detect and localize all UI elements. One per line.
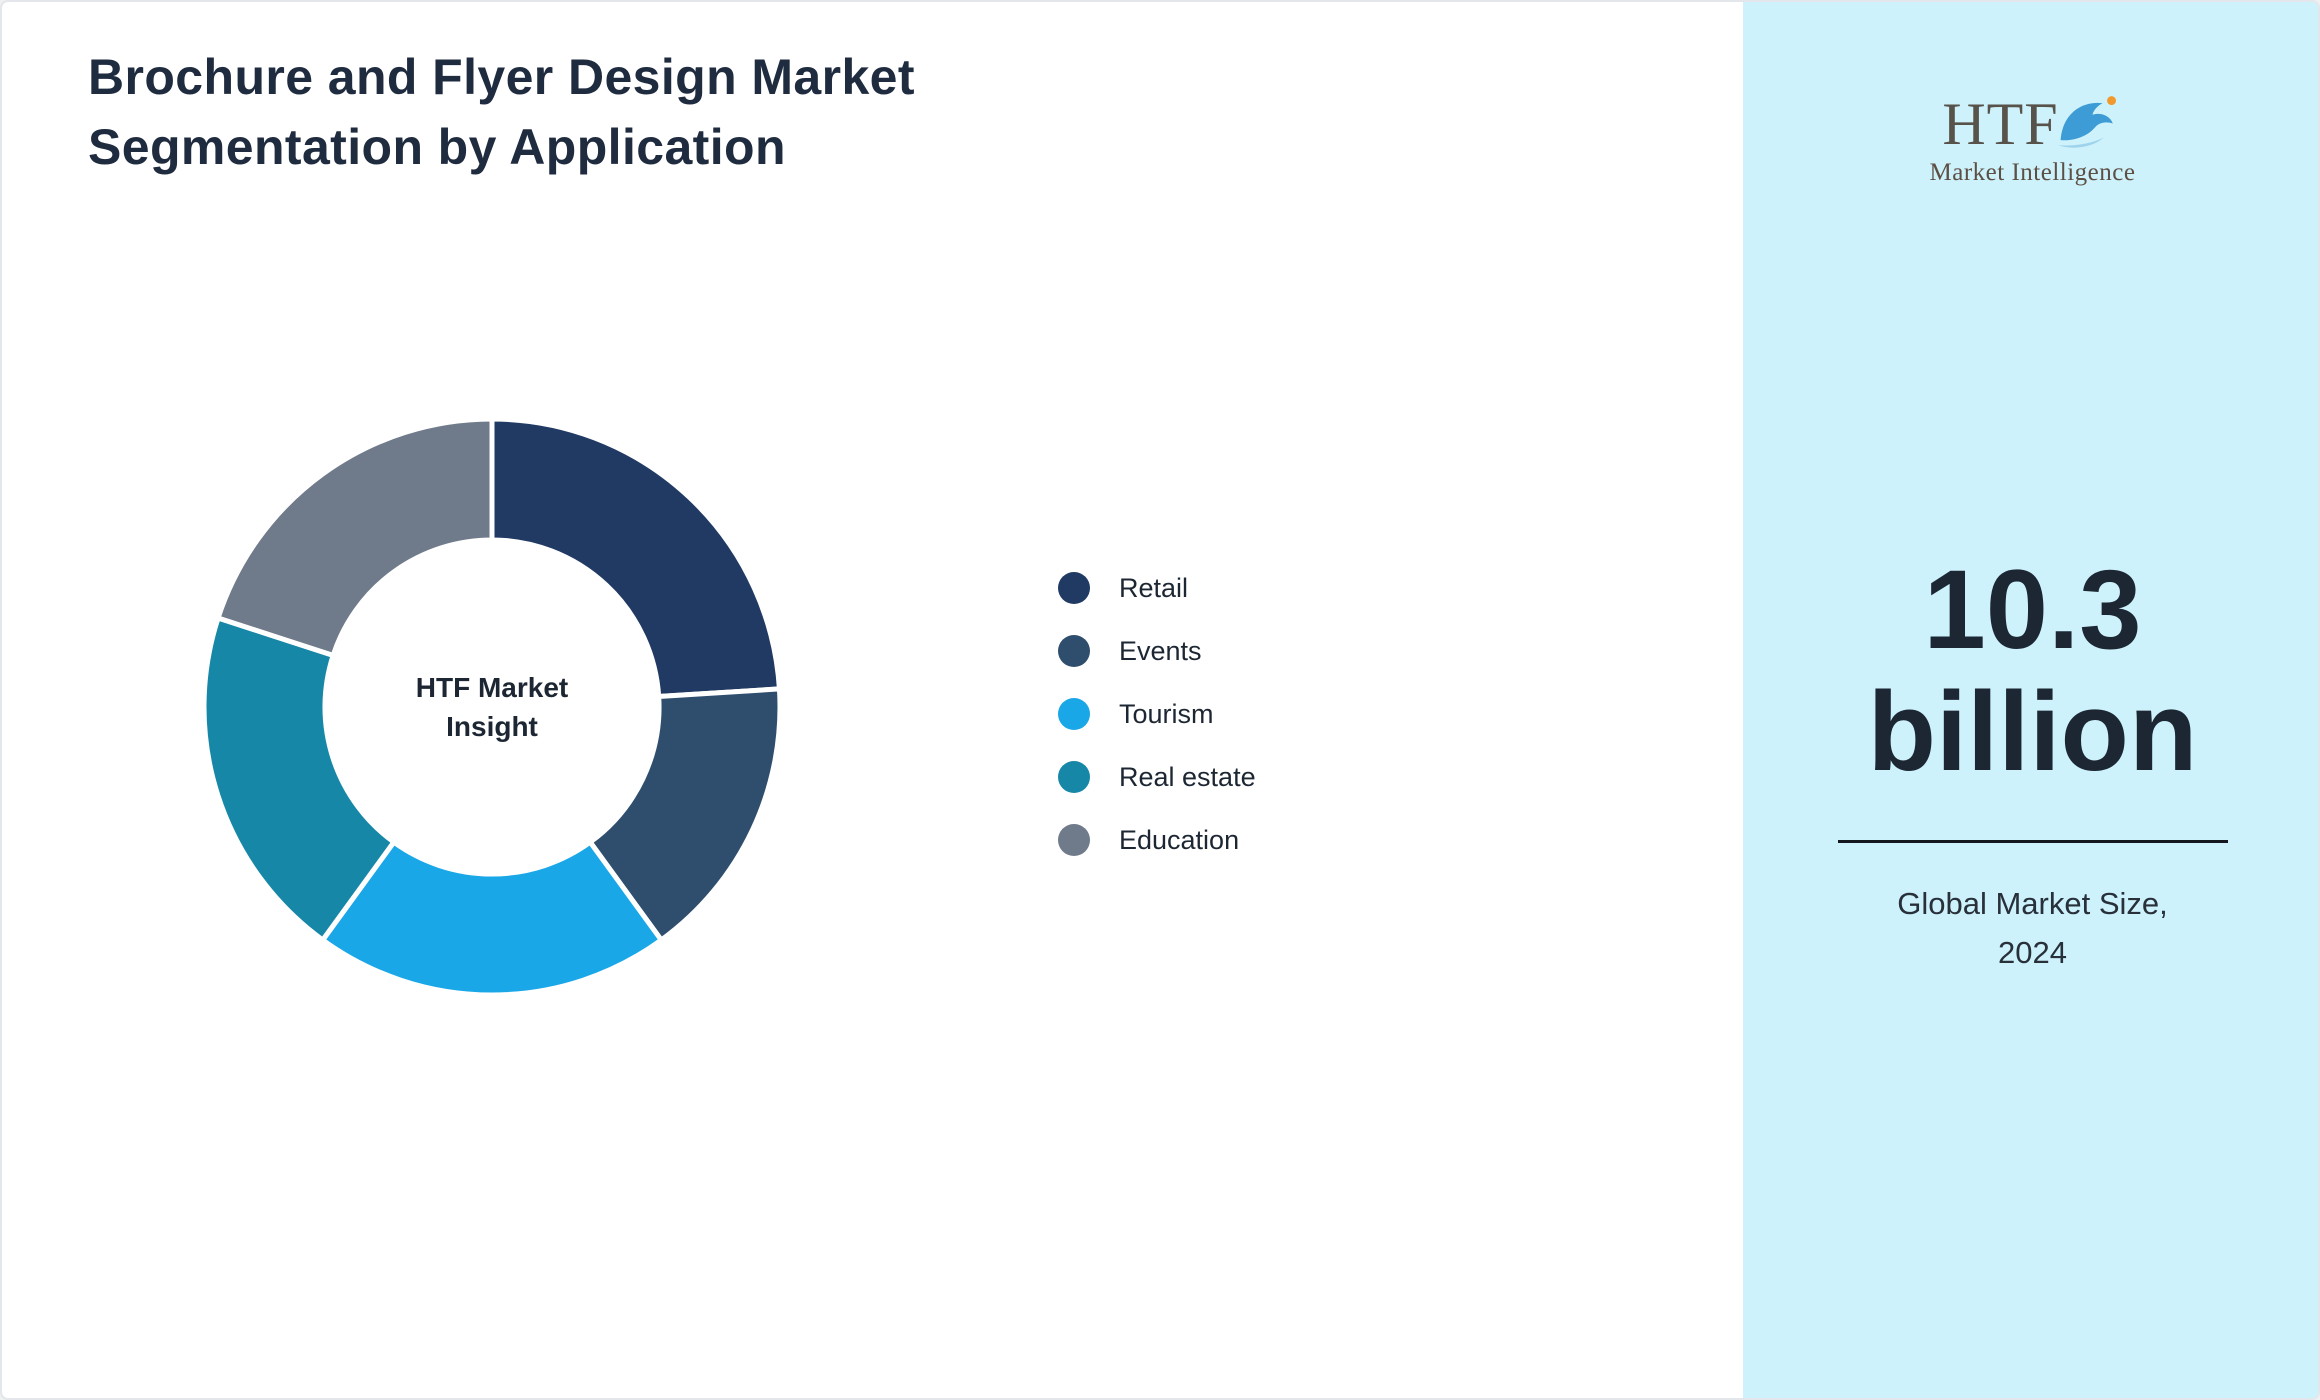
market-size-unit: billion (1867, 669, 2198, 794)
donut-segment-education (214, 416, 495, 659)
market-size-caption-line1: Global Market Size, (1897, 886, 2168, 921)
legend-item-events: Events (1058, 635, 1256, 667)
donut-segment-retail (489, 416, 783, 700)
market-size-figure: 10.3 billion (1743, 547, 2318, 794)
brand-logo: HTF Market Intelligence (1743, 90, 2318, 187)
page-title-line2: Segmentation by Application (88, 119, 786, 175)
legend-label: Tourism (1119, 698, 1214, 729)
chart-center-label: HTF Market Insight (415, 671, 569, 742)
donut-chart: HTF Market Insight (182, 397, 802, 1017)
donut-segment-events (586, 686, 783, 944)
legend-dot (1058, 698, 1090, 730)
legend-label: Real estate (1119, 761, 1256, 792)
sidebar: HTF Market Intelligence 10.3 billion Glo… (1743, 2, 2318, 1398)
page-title-line1: Brochure and Flyer Design Market (88, 49, 915, 105)
legend-dot (1058, 635, 1090, 667)
legend-label: Events (1119, 635, 1202, 666)
page-title: Brochure and Flyer Design Market Segment… (88, 42, 915, 182)
market-size-value: 10.3 (1923, 547, 2142, 672)
legend-dot (1058, 824, 1090, 856)
divider-line (1837, 840, 2228, 843)
donut-segment-real-estate (201, 614, 398, 944)
legend-item-tourism: Tourism (1058, 698, 1256, 730)
market-size-caption-line2: 2024 (1998, 934, 2067, 970)
legend-item-real-estate: Real estate (1058, 761, 1256, 793)
donut-segment-tourism (319, 838, 665, 998)
legend-item-education: Education (1058, 824, 1256, 856)
logo-acronym-text: HTF (1942, 91, 2059, 157)
legend-label: Education (1119, 824, 1240, 855)
legend-label: Retail (1119, 572, 1189, 603)
logo-tagline: Market Intelligence (1929, 159, 2136, 186)
legend-dot (1058, 761, 1090, 793)
dolphin-icon (2057, 96, 2116, 148)
legend-dot (1058, 572, 1090, 604)
chart-legend: Retail Events Tourism Real estate Education (1058, 572, 1256, 856)
donut-chart-svg (201, 416, 783, 998)
market-size-caption: Global Market Size, 2024 (1743, 880, 2318, 978)
brand-logo-wordmark: HTF (1743, 90, 2318, 157)
legend-item-retail: Retail (1058, 572, 1256, 604)
